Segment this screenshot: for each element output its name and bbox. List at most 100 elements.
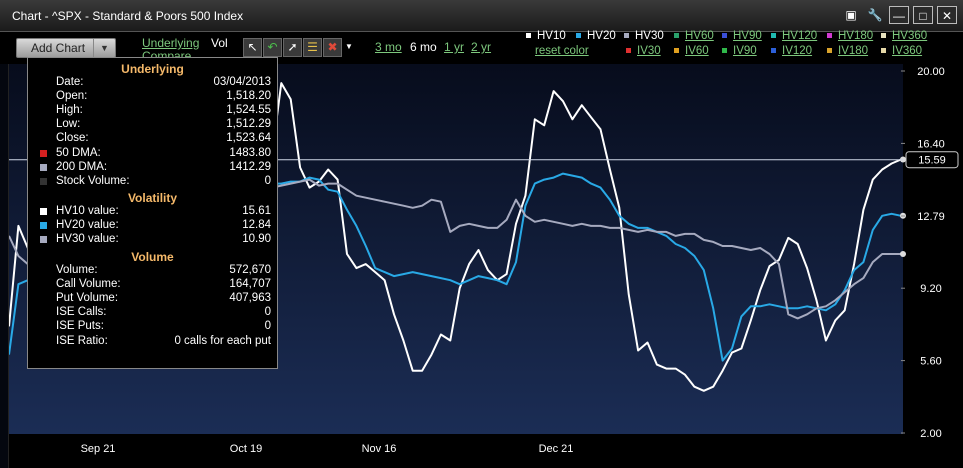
cursor-tool-icon[interactable]: ↖ xyxy=(243,38,262,57)
info-label: Put Volume: xyxy=(56,292,119,305)
range-1yr[interactable]: 1 yr xyxy=(444,40,465,54)
legend-item-hv120[interactable]: HV120 xyxy=(771,30,817,42)
info-label: Stock Volume: xyxy=(56,174,130,187)
legend-item-hv20[interactable]: HV20 xyxy=(576,30,616,42)
info-value: 1412.29 xyxy=(229,160,271,173)
series-color-swatch xyxy=(40,177,47,185)
series-color-swatch xyxy=(40,236,47,244)
legend-label: IV120 xyxy=(782,45,813,57)
legend-item-iv30[interactable]: IV30 xyxy=(626,45,661,57)
legend-swatch xyxy=(881,48,886,54)
legend-swatch xyxy=(722,48,727,54)
legend-item-hv10[interactable]: HV10 xyxy=(526,30,566,42)
info-label: Call Volume: xyxy=(56,278,121,291)
y-tick-label: 9.20 xyxy=(920,283,941,295)
info-label: Close: xyxy=(56,132,89,145)
legend-label: HV120 xyxy=(782,30,818,42)
info-value: 10.90 xyxy=(242,233,271,246)
legend-item-hv90[interactable]: HV90 xyxy=(722,30,762,42)
x-axis: Sep 21 Oct 19 Nov 16 Dec 21 xyxy=(81,443,574,455)
legend-swatch xyxy=(526,33,531,39)
wrench-icon[interactable]: 🔧 xyxy=(867,8,883,22)
legend-item-iv60[interactable]: IV60 xyxy=(674,45,709,57)
y-tick-label: 5.60 xyxy=(920,356,941,368)
info-value: 1483.80 xyxy=(229,146,271,159)
legend-swatch xyxy=(626,48,631,54)
info-label: ISE Calls: xyxy=(56,306,107,319)
info-label: Open: xyxy=(56,90,88,103)
range-6mo-active[interactable]: 6 mo xyxy=(410,40,437,54)
legend-item-iv360[interactable]: IV360 xyxy=(881,45,922,57)
info-label: 200 DMA: xyxy=(56,160,108,173)
y-axis: 20.00 16.40 12.79 9.20 5.60 2.00 xyxy=(901,66,945,440)
range-3mo[interactable]: 3 mo xyxy=(375,40,402,54)
add-chart-button[interactable]: Add Chart ▼ xyxy=(16,38,116,58)
vol-label[interactable]: Vol xyxy=(211,36,228,50)
legend-label: HV360 xyxy=(892,30,928,42)
legend-swatch xyxy=(881,33,886,39)
close-button[interactable]: ✕ xyxy=(937,6,957,24)
info-label: ISE Ratio: xyxy=(56,334,108,347)
y-tick-label: 20.00 xyxy=(917,66,945,78)
legend-swatch xyxy=(674,33,679,39)
legend-item-iv90[interactable]: IV90 xyxy=(722,45,757,57)
info-value: 12.84 xyxy=(242,219,271,232)
left-scroll-strip[interactable] xyxy=(0,64,9,468)
info-label: ISE Puts: xyxy=(56,320,104,333)
range-2yr[interactable]: 2 yr xyxy=(471,40,492,54)
delete-drawings-icon[interactable]: ✖ xyxy=(323,38,342,57)
maximize-button[interactable]: □ xyxy=(913,6,933,24)
legend-label: HV30 xyxy=(635,30,664,42)
legend-label: HV60 xyxy=(685,30,714,42)
y-axis-background xyxy=(903,64,963,434)
tools-dropdown-icon[interactable]: ▼ xyxy=(345,42,353,51)
legend-item-hv360[interactable]: HV360 xyxy=(881,30,927,42)
info-label: Volume: xyxy=(56,264,98,276)
info-label: Date: xyxy=(56,76,84,88)
info-value: 15.61 xyxy=(242,205,271,217)
legend-label: HV10 xyxy=(537,30,566,42)
volatility-heading: Volatility xyxy=(127,191,178,205)
info-value: 1,518.20 xyxy=(226,90,271,103)
series-color-swatch xyxy=(40,149,47,157)
legend-label: IV30 xyxy=(637,45,661,57)
legend-item-iv120[interactable]: IV120 xyxy=(771,45,812,57)
legend-item-iv180[interactable]: IV180 xyxy=(827,45,868,57)
legend-label: IV360 xyxy=(892,45,923,57)
info-label: 50 DMA: xyxy=(56,146,101,159)
camera-icon[interactable]: ▣ xyxy=(845,8,857,22)
underlying-link[interactable]: Underlying xyxy=(142,36,200,50)
line-draw-icon[interactable]: ➚ xyxy=(283,38,302,57)
chevron-down-icon[interactable]: ▼ xyxy=(93,39,115,57)
y-tick-label: 2.00 xyxy=(920,428,941,440)
undo-icon[interactable]: ↶ xyxy=(263,38,282,57)
legend-item-hv30[interactable]: HV30 xyxy=(624,30,664,42)
legend-swatch xyxy=(827,48,832,54)
legend-label: IV180 xyxy=(838,45,869,57)
legend-swatch xyxy=(771,48,776,54)
info-value: 1,523.64 xyxy=(226,132,271,145)
x-tick-label: Oct 19 xyxy=(230,443,262,455)
series-color-swatch xyxy=(40,163,47,171)
info-value: 407,963 xyxy=(229,292,271,305)
title-bar: Chart - ^SPX - Standard & Poors 500 Inde… xyxy=(0,0,963,32)
legend-item-hv180[interactable]: HV180 xyxy=(827,30,873,42)
minimize-button[interactable]: — xyxy=(889,6,909,24)
info-value: 1,524.55 xyxy=(226,104,271,117)
legend-swatch xyxy=(722,33,727,39)
legend-label: IV90 xyxy=(733,45,757,57)
notes-icon[interactable]: ☰ xyxy=(303,38,322,57)
x-tick-label: Nov 16 xyxy=(362,443,397,455)
reset-color-link[interactable]: reset color xyxy=(535,45,589,57)
series-endpoint-hv30 xyxy=(900,251,906,258)
legend-item-hv60[interactable]: HV60 xyxy=(674,30,714,42)
info-value: 164,707 xyxy=(229,278,271,291)
info-label: HV10 value: xyxy=(56,205,119,217)
window-title: Chart - ^SPX - Standard & Poors 500 Inde… xyxy=(12,9,244,23)
legend-label: HV90 xyxy=(733,30,762,42)
info-label: HV30 value: xyxy=(56,233,119,246)
info-value: 03/04/2013 xyxy=(213,76,271,88)
legend-swatch xyxy=(771,33,776,39)
volume-heading: Volume xyxy=(131,250,174,264)
